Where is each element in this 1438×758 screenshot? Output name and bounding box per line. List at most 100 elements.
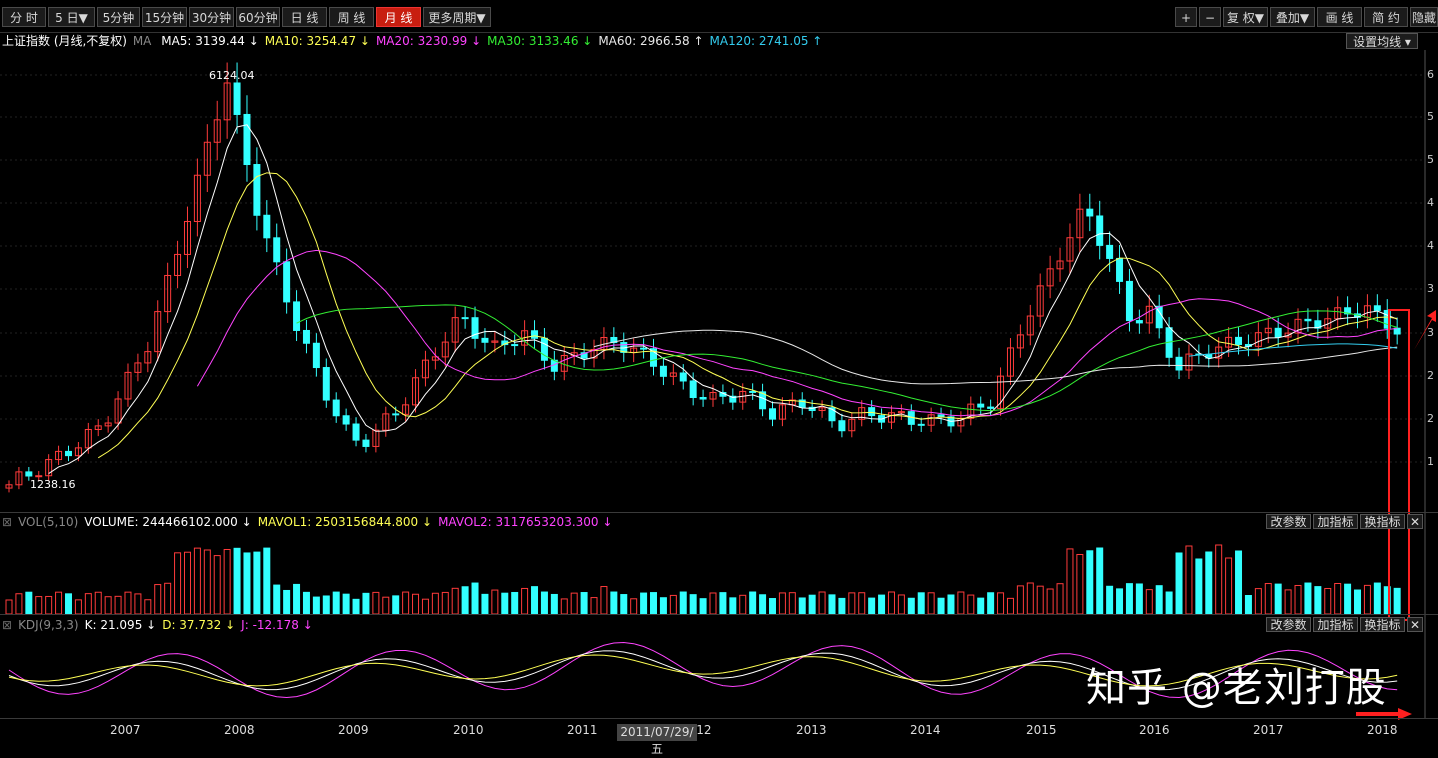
volume-bar bbox=[312, 596, 320, 615]
volume-bar bbox=[402, 591, 410, 615]
candle-body bbox=[402, 404, 410, 415]
toolbar-right-button-2[interactable]: 复 权▼ bbox=[1223, 7, 1268, 27]
ma-value-2: MA20: 3230.99 ↓ bbox=[375, 34, 482, 48]
vol-button-1[interactable]: 加指标 bbox=[1313, 514, 1358, 529]
candle-body bbox=[1066, 237, 1074, 262]
period-button-5[interactable]: 60分钟 bbox=[236, 7, 280, 27]
volume-bar bbox=[887, 591, 895, 615]
volume-bar bbox=[253, 551, 261, 615]
volume-bar bbox=[679, 591, 687, 615]
volume-bar bbox=[481, 593, 489, 615]
volume-bar bbox=[828, 594, 836, 615]
volume-bar bbox=[521, 587, 529, 615]
candle-body bbox=[887, 412, 895, 423]
volume-bar bbox=[570, 592, 578, 615]
toolbar-right-button-5[interactable]: 简 约 bbox=[1364, 7, 1408, 27]
candle-body bbox=[362, 439, 370, 447]
volume-bar bbox=[55, 591, 63, 615]
volume-bar bbox=[1373, 582, 1381, 615]
volume-bar bbox=[213, 555, 221, 615]
toolbar-right-button-6[interactable]: 隐藏 bbox=[1410, 7, 1438, 27]
volume-bar bbox=[580, 592, 588, 615]
volume-bar bbox=[5, 599, 13, 615]
volume-bar bbox=[1235, 550, 1243, 615]
candle-body bbox=[1056, 260, 1064, 270]
volume-bar bbox=[858, 592, 866, 615]
candle-body bbox=[580, 352, 588, 359]
toolbar-right-button-0[interactable]: + bbox=[1175, 7, 1197, 27]
kdj-button-1[interactable]: 加指标 bbox=[1313, 617, 1358, 632]
vol-button-2[interactable]: 换指标 bbox=[1360, 514, 1405, 529]
candle-body bbox=[917, 423, 925, 426]
volume-bar bbox=[35, 596, 43, 615]
period-button-9[interactable]: 更多周期▼ bbox=[423, 7, 491, 27]
candle-body bbox=[1304, 318, 1312, 322]
volume-bar bbox=[1363, 584, 1371, 615]
vol-button-3[interactable]: ✕ bbox=[1407, 514, 1423, 529]
period-button-4[interactable]: 30分钟 bbox=[189, 7, 234, 27]
vol-button-0[interactable]: 改参数 bbox=[1266, 514, 1311, 529]
period-button-8[interactable]: 月 线 bbox=[376, 7, 421, 27]
separator bbox=[0, 614, 1438, 615]
volume-bar bbox=[1145, 589, 1153, 615]
candle-body bbox=[1254, 332, 1262, 347]
year-label: 2016 bbox=[1139, 723, 1170, 737]
year-label: 2018 bbox=[1367, 723, 1398, 737]
toolbar-right-button-1[interactable]: − bbox=[1199, 7, 1221, 27]
period-button-0[interactable]: 分 时 bbox=[2, 7, 46, 27]
period-button-1[interactable]: 5 日▼ bbox=[48, 7, 95, 27]
volume-bar bbox=[1036, 585, 1044, 615]
candle-body bbox=[1145, 305, 1153, 324]
candle-body bbox=[1106, 244, 1114, 259]
candle-body bbox=[650, 348, 658, 367]
candle-body bbox=[293, 301, 301, 331]
volume-bar bbox=[719, 592, 727, 615]
candle-body bbox=[372, 429, 380, 447]
volume-bar bbox=[273, 584, 281, 615]
candle-body bbox=[1344, 307, 1352, 315]
candle-body bbox=[134, 362, 142, 373]
candle-body bbox=[1086, 208, 1094, 217]
volume-bar bbox=[441, 591, 449, 615]
candle-body bbox=[74, 447, 82, 457]
candle-body bbox=[223, 82, 231, 121]
volume-bar bbox=[1116, 588, 1124, 615]
candle-body bbox=[540, 337, 548, 361]
candle-body bbox=[421, 359, 429, 379]
volume-bar bbox=[392, 595, 400, 615]
volume-bar bbox=[560, 598, 568, 615]
period-button-3[interactable]: 15分钟 bbox=[142, 7, 187, 27]
volume-bar bbox=[1046, 588, 1054, 615]
kdj-button-2[interactable]: 换指标 bbox=[1360, 617, 1405, 632]
period-button-6[interactable]: 日 线 bbox=[282, 7, 327, 27]
volume-bar bbox=[600, 586, 608, 615]
settings-ma-button[interactable]: 设置均线 ▾ bbox=[1346, 33, 1418, 49]
candle-body bbox=[1264, 327, 1272, 334]
kdj-button-0[interactable]: 改参数 bbox=[1266, 617, 1311, 632]
kdj-button-3[interactable]: ✕ bbox=[1407, 617, 1423, 632]
volume-bar bbox=[74, 599, 82, 615]
volume-bar bbox=[1225, 557, 1233, 615]
kdj-value-1: D: 37.732 ↓ bbox=[162, 618, 236, 632]
volume-bar bbox=[134, 593, 142, 615]
volume-bar bbox=[759, 594, 767, 615]
volume-bar bbox=[1284, 589, 1292, 615]
candle-body bbox=[1235, 336, 1243, 345]
toolbar-right-button-4[interactable]: 画 线 bbox=[1317, 7, 1362, 27]
candle-body bbox=[987, 406, 995, 409]
period-button-2[interactable]: 5分钟 bbox=[97, 7, 140, 27]
candle-body bbox=[669, 372, 677, 377]
candle-body bbox=[461, 317, 469, 320]
candle-body bbox=[699, 396, 707, 400]
vol-name: VOL(5,10) bbox=[18, 515, 79, 529]
toolbar-right-button-3[interactable]: 叠加▼ bbox=[1270, 7, 1315, 27]
candle-body bbox=[441, 341, 449, 358]
candle-body bbox=[1284, 332, 1292, 338]
volume-bar bbox=[640, 592, 648, 615]
candle-body bbox=[392, 413, 400, 416]
volume-bar bbox=[709, 592, 717, 615]
year-label: 2008 bbox=[224, 723, 255, 737]
candle-body bbox=[1036, 285, 1044, 317]
period-button-7[interactable]: 周 线 bbox=[329, 7, 374, 27]
